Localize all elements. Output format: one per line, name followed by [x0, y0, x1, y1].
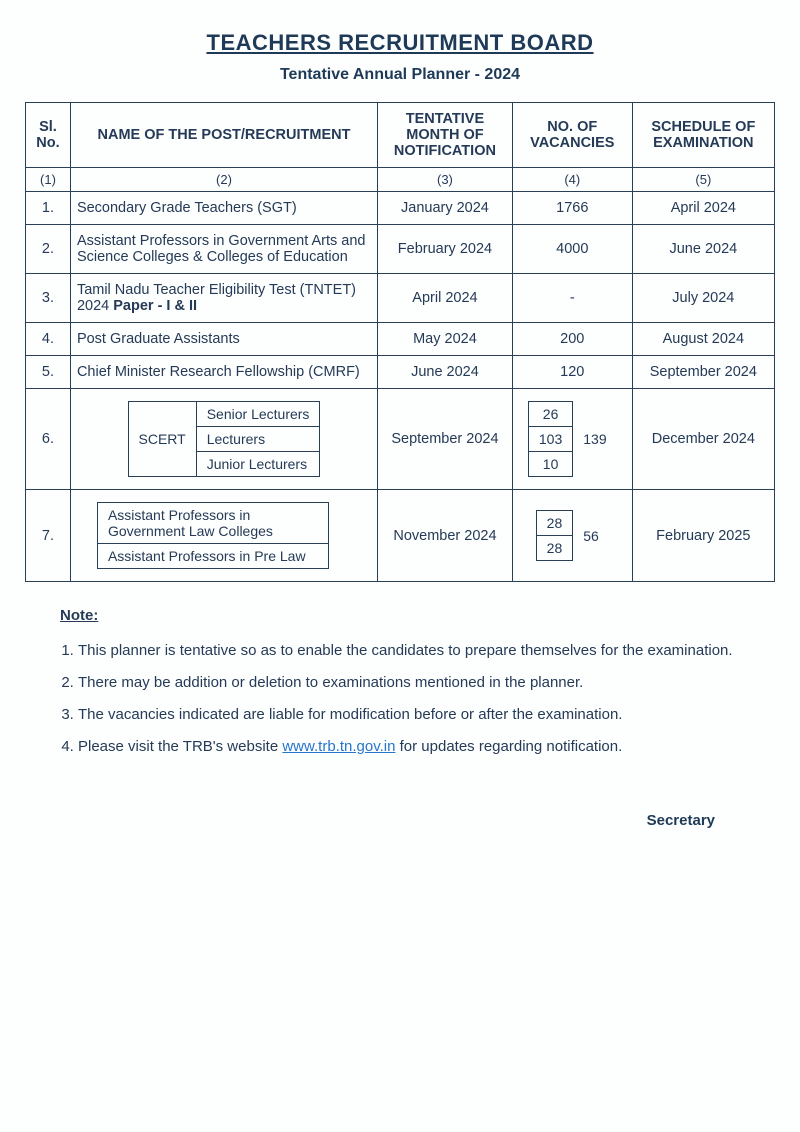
col-month: TENTATIVE MONTH OF NOTIFICATION [378, 103, 513, 168]
table-header-row: Sl. No. NAME OF THE POST/RECRUITMENT TEN… [26, 103, 775, 168]
cell-month: June 2024 [378, 356, 513, 389]
cell-slno: 1. [26, 192, 71, 225]
cell-name: Assistant Professors in Government Arts … [70, 225, 377, 274]
scert-vac-1: 26 [528, 402, 572, 427]
cell-month: November 2024 [378, 490, 513, 582]
planner-table: Sl. No. NAME OF THE POST/RECRUITMENT TEN… [25, 102, 775, 582]
note-item: The vacancies indicated are liable for m… [78, 700, 765, 730]
subcol-2: (2) [70, 168, 377, 192]
cell-exam: September 2024 [632, 356, 774, 389]
cell-exam: August 2024 [632, 323, 774, 356]
cell-name: SCERT Senior Lecturers Lecturers Junior … [70, 389, 377, 490]
law-vac-total: 56 [573, 511, 609, 561]
scert-group-label: SCERT [128, 402, 196, 477]
cell-slno: 4. [26, 323, 71, 356]
cell-exam: June 2024 [632, 225, 774, 274]
cell-name: Tamil Nadu Teacher Eligibility Test (TNT… [70, 274, 377, 323]
note4-part-b: for updates regarding notification. [395, 738, 622, 755]
cell-vac: - [512, 274, 632, 323]
note4-part-a: Please visit the TRB's website [78, 738, 282, 755]
cell-slno: 7. [26, 490, 71, 582]
cell-month: February 2024 [378, 225, 513, 274]
cell-name: Post Graduate Assistants [70, 323, 377, 356]
law-vac-subtable: 28 56 28 [536, 510, 609, 561]
subcol-4: (4) [512, 168, 632, 192]
cell-month: January 2024 [378, 192, 513, 225]
signature-secretary: Secretary [25, 812, 715, 829]
cell-slno: 3. [26, 274, 71, 323]
cell-month: May 2024 [378, 323, 513, 356]
scert-sub-senior: Senior Lecturers [196, 402, 320, 427]
law-sub-1: Assistant Professors in Government Law C… [97, 503, 328, 544]
scert-subtable: SCERT Senior Lecturers Lecturers Junior … [128, 401, 321, 477]
scert-vac-3: 10 [528, 452, 572, 477]
cell-vac: 4000 [512, 225, 632, 274]
table-row: 3. Tamil Nadu Teacher Eligibility Test (… [26, 274, 775, 323]
scert-sub-lecturers: Lecturers [196, 427, 320, 452]
subcol-1: (1) [26, 168, 71, 192]
cell-month: April 2024 [378, 274, 513, 323]
page-title: TEACHERS RECRUITMENT BOARD [25, 30, 775, 56]
table-row: 2. Assistant Professors in Government Ar… [26, 225, 775, 274]
col-exam: SCHEDULE OF EXAMINATION [632, 103, 774, 168]
note-item: This planner is tentative so as to enabl… [78, 636, 765, 666]
note-heading: Note: [60, 607, 765, 624]
note-item: There may be addition or deletion to exa… [78, 668, 765, 698]
note-list: This planner is tentative so as to enabl… [78, 636, 765, 762]
cell-exam: February 2025 [632, 490, 774, 582]
cell-month: September 2024 [378, 389, 513, 490]
scert-vac-total: 139 [573, 402, 617, 477]
table-row: 4. Post Graduate Assistants May 2024 200… [26, 323, 775, 356]
cell-vac: 28 56 28 [512, 490, 632, 582]
subcol-5: (5) [632, 168, 774, 192]
cell-slno: 5. [26, 356, 71, 389]
cell-vac: 26 139 103 10 [512, 389, 632, 490]
col-vac: NO. OF VACANCIES [512, 103, 632, 168]
cell-exam: April 2024 [632, 192, 774, 225]
law-vac-2: 28 [536, 536, 573, 561]
table-subheader-row: (1) (2) (3) (4) (5) [26, 168, 775, 192]
cell-name: Chief Minister Research Fellowship (CMRF… [70, 356, 377, 389]
scert-vac-subtable: 26 139 103 10 [528, 401, 617, 477]
cell-slno: 6. [26, 389, 71, 490]
cell-exam: July 2024 [632, 274, 774, 323]
scert-vac-2: 103 [528, 427, 572, 452]
scert-sub-junior: Junior Lecturers [196, 452, 320, 477]
law-subtable: Assistant Professors in Government Law C… [97, 502, 329, 569]
table-row: 1. Secondary Grade Teachers (SGT) Januar… [26, 192, 775, 225]
cell-slno: 2. [26, 225, 71, 274]
trb-website-link[interactable]: www.trb.tn.gov.in [282, 738, 395, 755]
law-sub-2: Assistant Professors in Pre Law [97, 544, 328, 569]
page-subtitle: Tentative Annual Planner - 2024 [25, 66, 775, 84]
cell-name-part-b: Paper - I & II [113, 298, 197, 314]
law-vac-1: 28 [536, 511, 573, 536]
cell-vac: 1766 [512, 192, 632, 225]
col-name: NAME OF THE POST/RECRUITMENT [70, 103, 377, 168]
col-slno: Sl. No. [26, 103, 71, 168]
note-block: Note: This planner is tentative so as to… [60, 607, 765, 762]
note-item: Please visit the TRB's website www.trb.t… [78, 732, 765, 762]
cell-vac: 120 [512, 356, 632, 389]
table-row: 5. Chief Minister Research Fellowship (C… [26, 356, 775, 389]
cell-vac: 200 [512, 323, 632, 356]
cell-name: Secondary Grade Teachers (SGT) [70, 192, 377, 225]
subcol-3: (3) [378, 168, 513, 192]
table-row: 7. Assistant Professors in Government La… [26, 490, 775, 582]
table-row: 6. SCERT Senior Lecturers Lecturers Juni… [26, 389, 775, 490]
cell-name: Assistant Professors in Government Law C… [70, 490, 377, 582]
cell-exam: December 2024 [632, 389, 774, 490]
